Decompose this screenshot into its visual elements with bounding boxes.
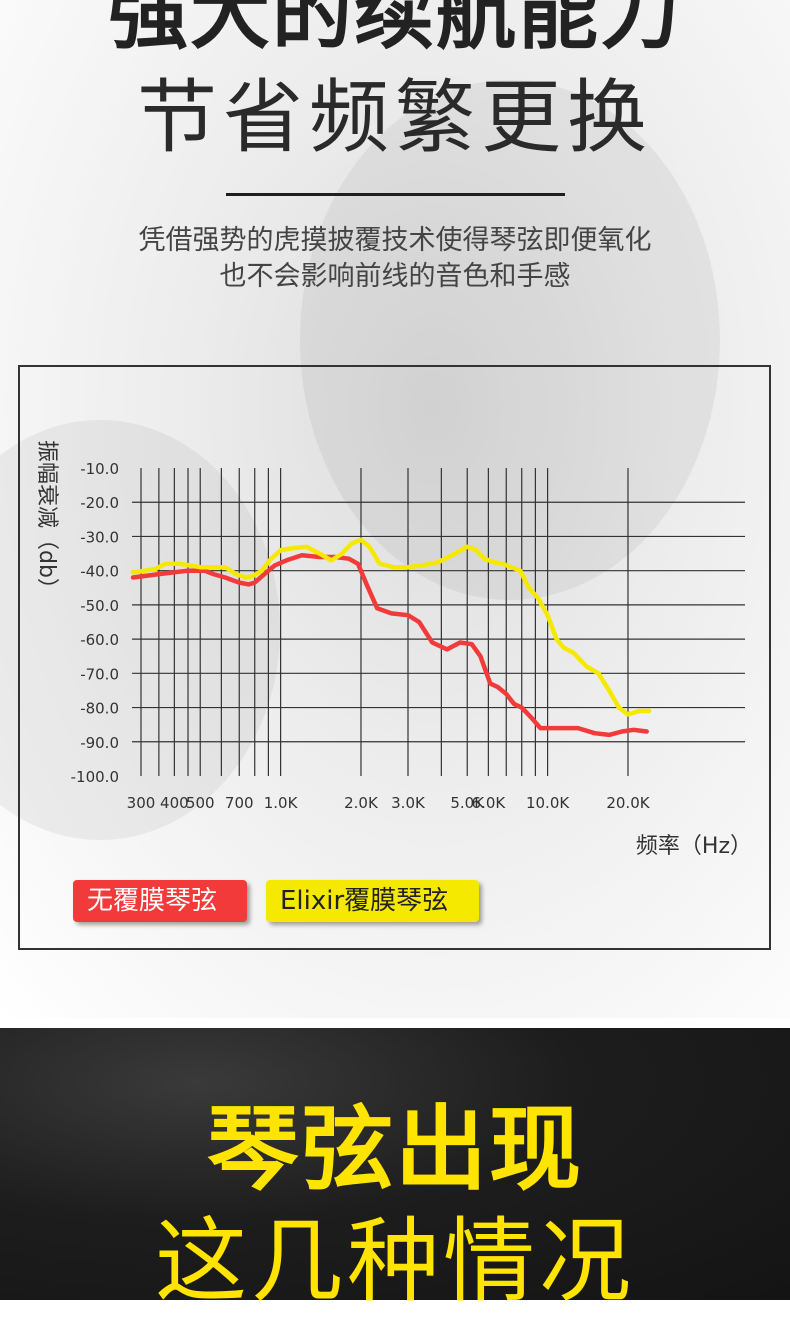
x-tick-label: 20.0K [606, 794, 650, 812]
top-background [0, 0, 790, 1018]
background-shade [300, 80, 720, 600]
footer-title-bold: 琴弦出现 [206, 1096, 583, 1203]
x-tick-label: 6.0K [472, 794, 507, 812]
y-tick-label: -60.0 [80, 631, 119, 649]
divider [226, 193, 565, 196]
x-tick-label: 3.0K [391, 794, 426, 812]
headline-light: 节省频繁更换 [137, 71, 653, 164]
y-tick-label: -90.0 [80, 734, 119, 752]
x-tick-label: 10.0K [526, 794, 570, 812]
legend-no-coating: 无覆膜琴弦 [73, 880, 247, 922]
frequency-response-chart: -10.0 -20.0 -30.0 -40.0 -50.0 -60.0 -70.0 -80.0… [34, 440, 752, 859]
x-tick-label: 700 [225, 794, 254, 812]
background-shade [0, 420, 280, 840]
y-tick-label: -30.0 [80, 528, 119, 546]
y-tick-label: -50.0 [80, 597, 119, 615]
y-tick-label: -100.0 [71, 768, 119, 786]
y-axis-title: 振幅衰减（db） [34, 440, 59, 600]
x-axis-title: 频率（Hz） [636, 834, 752, 859]
y-tick-label: -40.0 [80, 563, 119, 581]
x-tick-label: 400 [160, 794, 189, 812]
x-tick-label: 5.0K [450, 794, 485, 812]
x-tick-label: 2.0K [344, 794, 379, 812]
bottom-background [0, 1028, 790, 1300]
x-tick-label: 300 [127, 794, 156, 812]
subtitle-line-1: 凭借强势的虎摸披覆技术使得琴弦即便氧化 [138, 225, 652, 256]
subtitle-line-2: 也不会影响前线的音色和手感 [219, 261, 571, 292]
headline-bold: 强大的续航能力 [108, 0, 682, 60]
y-tick-label: -20.0 [80, 494, 119, 512]
y-tick-label: -10.0 [80, 460, 119, 478]
series-line-elixir [130, 537, 652, 717]
legend-elixir-coating: Elixir覆膜琴弦 [266, 880, 479, 922]
x-tick-label: 500 [186, 794, 215, 812]
y-tick-label: -80.0 [80, 700, 119, 718]
footer-title-light: 这几种情况 [154, 1208, 635, 1315]
chart-frame [18, 365, 771, 950]
series-line-no-coating [130, 553, 649, 738]
x-tick-label: 1.0K [264, 794, 299, 812]
y-tick-label: -70.0 [80, 665, 119, 683]
